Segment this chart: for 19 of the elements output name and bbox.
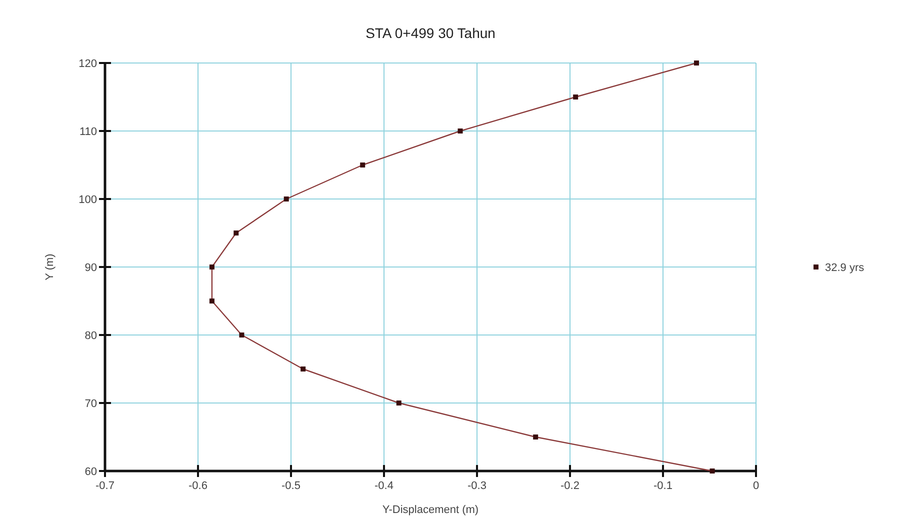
x-tick-label: -0.2 (560, 480, 580, 492)
y-tick-label: 120 (78, 58, 97, 70)
x-tick-label: -0.6 (188, 480, 208, 492)
x-tick-label: -0.5 (282, 480, 300, 492)
x-tick-label: -0.3 (468, 480, 486, 492)
x-tick-label: -0.1 (654, 480, 672, 492)
x-tick-label: -0.7 (96, 480, 114, 492)
x-tick-label: -0.4 (374, 480, 394, 492)
y-axis-title: Y (m) (44, 254, 56, 280)
y-tick-label: 70 (84, 398, 97, 410)
y-tick-label: 90 (84, 262, 97, 274)
y-tick-label: 60 (84, 466, 97, 478)
x-axis-title: Y-Displacement (m) (382, 504, 479, 516)
y-tick-label: 110 (79, 126, 97, 138)
chart-title: STA 0+499 30 Tahun (366, 25, 496, 41)
y-tick-label: 80 (84, 330, 97, 342)
y-tick-label: 100 (78, 194, 97, 206)
legend-label: 32.9 yrs (825, 262, 865, 274)
x-tick-label: 0 (752, 480, 760, 492)
